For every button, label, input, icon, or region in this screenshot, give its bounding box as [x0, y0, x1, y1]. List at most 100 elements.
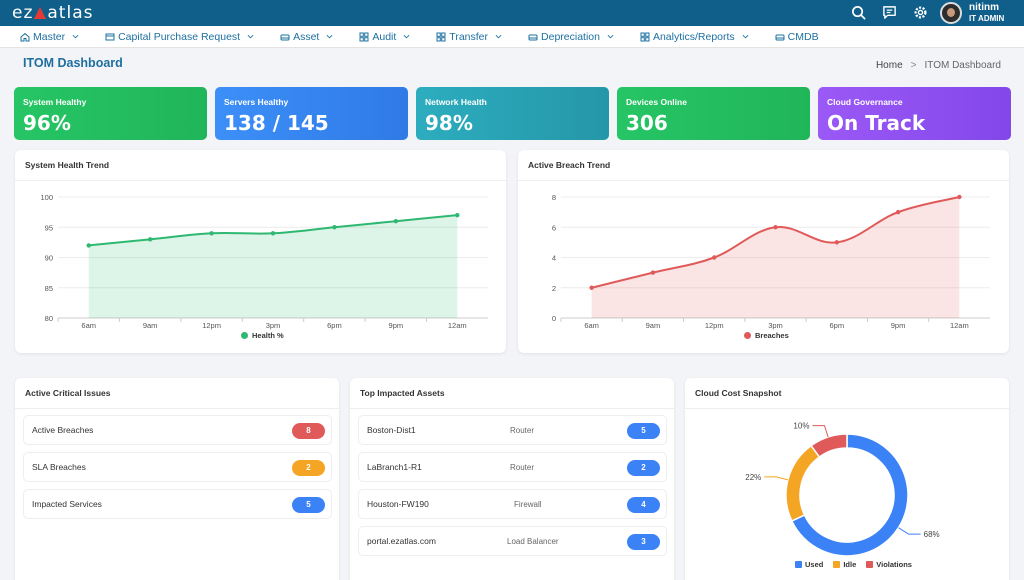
legend-label: Health %: [252, 331, 284, 340]
chevron-down-icon: [403, 34, 410, 39]
panel-title: Top Impacted Assets: [360, 388, 445, 398]
legend-item-used[interactable]: Used: [795, 560, 823, 569]
donut-legend: Used Idle Violations: [795, 560, 912, 569]
asset-type: Router: [510, 462, 535, 472]
main-nav: Master Capital Purchase Request Asset Au…: [0, 26, 1024, 48]
breadcrumb-home[interactable]: Home: [875, 60, 903, 71]
avatar[interactable]: [940, 2, 962, 24]
gear-icon[interactable]: [913, 5, 928, 20]
kpi-value: 98%: [425, 111, 473, 135]
page-title: ITOM Dashboard: [23, 56, 123, 70]
health-trend-panel: System Health Trend: [15, 150, 506, 353]
kpi-card-cloud-governance[interactable]: Cloud Governance On Track: [818, 87, 1011, 140]
breadcrumb-separator: >: [910, 60, 917, 71]
top-bar: ez atlas nitinm IT ADMIN: [0, 0, 1024, 26]
asset-name: Houston-FW190: [367, 499, 429, 509]
nav-label: Master: [33, 30, 66, 43]
legend-label: Violations: [876, 560, 912, 569]
logo-text-right: atlas: [47, 3, 94, 23]
table-row[interactable]: Boston-Dist1 Router 5: [358, 415, 667, 445]
kpi-value: 96%: [23, 111, 71, 135]
kpi-card-network-health[interactable]: Network Health 98%: [416, 87, 609, 140]
asset-type: Router: [510, 425, 535, 435]
kpi-value: On Track: [827, 111, 926, 135]
asset-type: Load Balancer: [507, 536, 559, 546]
kpi-label: Servers Healthy: [224, 97, 289, 107]
breadcrumb-current: ITOM Dashboard: [924, 60, 1001, 71]
panel-title: Active Critical Issues: [25, 388, 111, 398]
panel-title: Active Breach Trend: [528, 160, 611, 170]
chevron-down-icon: [742, 34, 749, 39]
legend-item-idle[interactable]: Idle: [833, 560, 856, 569]
count-badge: 2: [292, 460, 325, 476]
table-row[interactable]: Houston-FW190 Firewall 4: [358, 489, 667, 519]
kpi-label: Devices Online: [626, 97, 687, 107]
nav-item-transfer[interactable]: Transfer: [436, 31, 502, 43]
cart-icon: [105, 33, 115, 40]
legend-swatch: [744, 332, 751, 339]
issue-label: Active Breaches: [32, 425, 94, 435]
kpi-label: Cloud Governance: [827, 97, 903, 107]
chevron-down-icon: [247, 34, 254, 39]
nav-item-capital-purchase[interactable]: Capital Purchase Request: [105, 31, 254, 43]
issue-label: SLA Breaches: [32, 462, 86, 472]
asset-name: Boston-Dist1: [367, 425, 416, 435]
list-item[interactable]: Active Breaches 8: [23, 415, 332, 445]
nav-label: Transfer: [449, 30, 489, 43]
logo-triangle-icon: [34, 7, 47, 19]
kpi-label: Network Health: [425, 97, 487, 107]
nav-item-cmdb[interactable]: CMDB: [775, 31, 819, 43]
asset-icon: [775, 34, 785, 40]
asset-type: Firewall: [514, 499, 542, 509]
chevron-down-icon: [607, 34, 614, 39]
chevron-down-icon: [495, 34, 502, 39]
panel-title: Cloud Cost Snapshot: [695, 388, 782, 398]
legend-label: Breaches: [755, 331, 789, 340]
app-logo[interactable]: ez atlas: [12, 3, 93, 23]
nav-label: Analytics/Reports: [652, 30, 735, 43]
asset-icon: [528, 34, 538, 40]
count-badge: 8: [292, 423, 325, 439]
health-legend[interactable]: Health %: [241, 331, 284, 340]
issue-label: Impacted Services: [32, 499, 102, 509]
nav-item-depreciation[interactable]: Depreciation: [528, 31, 614, 43]
nav-label: Capital Purchase Request: [118, 30, 241, 43]
kpi-value: 306: [626, 111, 668, 135]
kpi-card-servers-healthy[interactable]: Servers Healthy 138 / 145: [215, 87, 408, 140]
chevron-down-icon: [72, 34, 79, 39]
list-item[interactable]: Impacted Services 5: [23, 489, 332, 519]
legend-label: Idle: [843, 560, 857, 569]
legend-swatch: [241, 332, 248, 339]
chat-icon[interactable]: [882, 5, 897, 20]
nav-item-asset[interactable]: Asset: [280, 31, 333, 43]
nav-label: Audit: [372, 30, 397, 43]
breach-legend[interactable]: Breaches: [744, 331, 789, 340]
count-badge: 2: [627, 460, 660, 476]
user-name: nitinm: [969, 2, 999, 13]
nav-item-audit[interactable]: Audit: [359, 31, 410, 43]
asset-name: LaBranch1-R1: [367, 462, 422, 472]
user-info[interactable]: nitinm IT ADMIN: [969, 2, 1004, 23]
legend-item-violations[interactable]: Violations: [866, 560, 912, 569]
kpi-card-devices-online[interactable]: Devices Online 306: [617, 87, 810, 140]
nav-item-analytics[interactable]: Analytics/Reports: [640, 31, 749, 43]
kpi-card-system-healthy[interactable]: System Healthy 96%: [14, 87, 207, 140]
search-icon[interactable]: [851, 5, 866, 20]
nav-item-master[interactable]: Master: [20, 31, 79, 43]
table-row[interactable]: LaBranch1-R1 Router 2: [358, 452, 667, 482]
asset-name: portal.ezatlas.com: [367, 536, 436, 546]
nav-label: CMDB: [787, 30, 819, 43]
user-role: IT ADMIN: [969, 14, 1005, 23]
panel-title: System Health Trend: [25, 160, 110, 170]
count-badge: 5: [292, 497, 325, 513]
table-row[interactable]: portal.ezatlas.com Load Balancer 3: [358, 526, 667, 556]
chevron-down-icon: [326, 34, 333, 39]
asset-icon: [280, 34, 290, 40]
kpi-value: 138 / 145: [224, 111, 329, 135]
legend-label: Used: [805, 560, 824, 569]
logo-text-left: ez: [12, 3, 34, 23]
grid-icon: [640, 32, 650, 41]
list-item[interactable]: SLA Breaches 2: [23, 452, 332, 482]
critical-issues-panel: Active Critical Issues Active Breaches 8…: [15, 378, 339, 580]
breach-trend-panel: Active Breach Trend: [518, 150, 1009, 353]
